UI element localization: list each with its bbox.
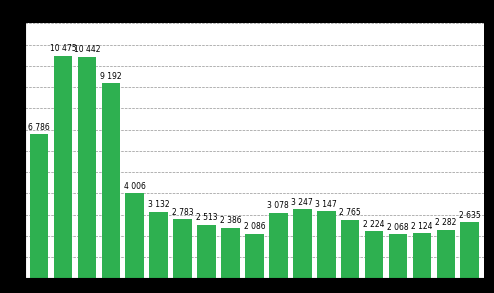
Bar <box>365 231 383 278</box>
Bar <box>245 234 264 278</box>
Text: 2 783: 2 783 <box>172 208 194 217</box>
Bar <box>389 234 408 278</box>
Text: 2 386: 2 386 <box>220 216 241 225</box>
Text: 10 475: 10 475 <box>50 44 76 53</box>
Text: 2 635: 2 635 <box>459 211 481 220</box>
Text: 2 068: 2 068 <box>387 223 409 232</box>
Bar <box>149 212 168 278</box>
Bar <box>125 193 144 278</box>
Bar <box>221 228 240 278</box>
Text: 2 224: 2 224 <box>363 219 385 229</box>
Text: 2 282: 2 282 <box>435 218 456 227</box>
Bar <box>437 230 455 278</box>
Text: 4 006: 4 006 <box>124 182 146 191</box>
Bar <box>30 134 48 278</box>
Text: 9 192: 9 192 <box>100 71 122 81</box>
Bar <box>173 219 192 278</box>
Text: 2 086: 2 086 <box>244 222 265 231</box>
Text: 3 147: 3 147 <box>315 200 337 209</box>
Bar <box>269 213 288 278</box>
Bar <box>54 56 72 278</box>
Text: 6 786: 6 786 <box>28 123 50 132</box>
Bar <box>197 225 216 278</box>
Bar <box>317 212 335 278</box>
Bar <box>78 57 96 278</box>
Bar <box>341 220 360 278</box>
Text: 3 247: 3 247 <box>291 198 313 207</box>
Bar <box>101 83 120 278</box>
Text: 2 765: 2 765 <box>339 208 361 217</box>
Text: 2 513: 2 513 <box>196 213 217 222</box>
Bar <box>460 222 479 278</box>
Bar <box>412 233 431 278</box>
Text: 10 442: 10 442 <box>74 45 100 54</box>
Text: 3 132: 3 132 <box>148 200 169 209</box>
Bar <box>293 209 312 278</box>
Text: 2 124: 2 124 <box>411 222 433 231</box>
Text: 3 078: 3 078 <box>267 201 289 210</box>
